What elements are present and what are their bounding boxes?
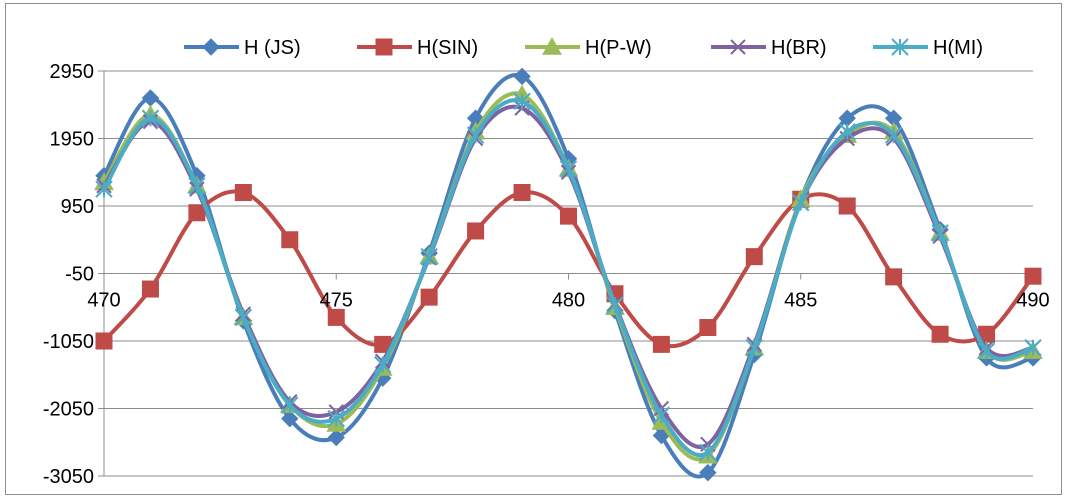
data-point: [559, 160, 578, 178]
series-h-sin: [95, 184, 1042, 353]
data-point: [838, 123, 856, 141]
data-point: [188, 177, 206, 195]
data-point: [95, 332, 113, 350]
legend-label: H(P-W): [585, 37, 652, 59]
legend-item: H (JS): [184, 37, 301, 59]
data-point: [141, 89, 160, 107]
legend-item: H(BR): [711, 37, 827, 59]
y-tick-label: 950: [61, 196, 94, 218]
data-point: [838, 197, 856, 215]
y-tick-label: -3050: [43, 466, 94, 488]
legend-marker: [891, 38, 909, 56]
data-point: [931, 325, 949, 343]
data-point: [606, 296, 624, 314]
legend-marker: [542, 36, 562, 55]
data-point: [745, 248, 763, 266]
legend-marker: [375, 38, 393, 56]
data-point: [977, 342, 996, 360]
data-point: [234, 184, 252, 201]
data-point: [699, 319, 717, 336]
legend-label: H (JS): [244, 37, 301, 59]
legend-label: H(MI): [933, 37, 983, 59]
data-point: [513, 92, 531, 111]
legend-item: H(P-W): [525, 36, 652, 59]
series-h-mi: [95, 92, 1042, 462]
data-point: [373, 355, 392, 374]
data-point: [1024, 267, 1042, 285]
y-tick-label: -2050: [43, 399, 94, 421]
data-point: [95, 180, 113, 198]
data-point: [327, 409, 345, 428]
legend-item: H(MI): [873, 37, 983, 59]
data-point: [699, 463, 717, 482]
data-point: [652, 406, 671, 424]
x-tick-label: 490: [1016, 290, 1049, 312]
line-chart: 2950 1950 950 -50 -1050 -2050 -3050 470 475 480 48…: [43, 36, 1050, 488]
x-tick-label: 475: [320, 290, 353, 312]
y-tick-label: -50: [65, 264, 94, 286]
data-point: [141, 109, 160, 127]
y-tick-label: 2950: [50, 61, 95, 83]
data-point: [281, 231, 299, 249]
x-tick-label: 485: [784, 290, 817, 312]
legend-label: H(BR): [771, 37, 827, 59]
x-tick-label: 480: [552, 290, 585, 312]
data-point: [234, 308, 253, 327]
legend-marker: [730, 39, 746, 55]
data-point: [467, 222, 485, 240]
tick-labels: 2950 1950 950 -50 -1050 -2050 -3050 470 475 480 48…: [43, 61, 1050, 488]
data-point: [560, 207, 577, 225]
legend-item: H(SIN): [357, 37, 478, 59]
x-tick-label: 470: [87, 290, 120, 312]
y-tick-label: 1950: [50, 129, 95, 151]
series-group: [94, 67, 1043, 482]
series-line: [102, 98, 1034, 458]
data-point: [327, 428, 345, 447]
data-point: [931, 224, 949, 242]
data-point: [652, 335, 670, 353]
data-point: [745, 339, 764, 357]
data-point: [141, 280, 159, 298]
y-tick-label: -1050: [43, 331, 94, 353]
data-point: [466, 126, 485, 144]
data-point: [513, 184, 531, 201]
data-point: [420, 288, 438, 306]
data-point: [420, 247, 438, 266]
data-point: [792, 193, 810, 212]
legend-label: H(SIN): [417, 37, 478, 59]
legend-marker: [202, 38, 220, 56]
data-point: [1024, 339, 1042, 357]
data-point: [327, 308, 345, 326]
chart-frame: 2950 1950 950 -50 -1050 -2050 -3050 470 475 480 48…: [5, 3, 1062, 495]
data-point: [699, 443, 717, 462]
data-point: [513, 67, 531, 86]
data-point: [281, 409, 299, 428]
data-point: [885, 268, 903, 286]
legend: H (JS) H(SIN) H(P-W) H(BR) H(MI): [184, 36, 983, 59]
data-point: [884, 126, 903, 144]
data-point: [281, 396, 299, 414]
